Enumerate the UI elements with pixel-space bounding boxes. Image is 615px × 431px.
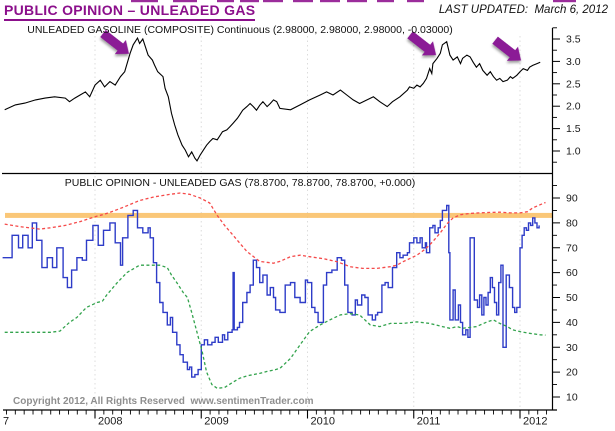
x-axis-tick-label: 2010 — [311, 416, 335, 428]
top-crop-mark — [347, 0, 367, 3]
x-axis-tick-label: 2011 — [417, 416, 441, 428]
lower-band-line — [4, 264, 546, 389]
y-axis-tick-label: 1.5 — [566, 123, 581, 135]
arrow-glyph — [407, 31, 437, 56]
arrow-glyph — [492, 36, 522, 61]
top-crop-mark — [407, 0, 424, 3]
arrow-glyph — [100, 29, 129, 55]
y-axis-tick-label: 1.0 — [566, 146, 581, 158]
x-axis-tick-label: 2008 — [98, 416, 122, 428]
y-axis-tick-label: 30 — [566, 342, 578, 354]
top-crop-mark — [553, 0, 576, 3]
y-axis-tick-label: 20 — [566, 367, 578, 379]
y-axis-tick-label: 40 — [566, 317, 578, 329]
top-crop-mark — [320, 0, 340, 3]
top-crop-mark — [240, 0, 259, 3]
x-axis-tick-label: 2009 — [204, 416, 228, 428]
y-axis-tick-label: 80 — [566, 217, 578, 229]
top-crop-mark — [217, 0, 234, 3]
y-axis-tick-label: 3.0 — [566, 56, 581, 68]
x-axis-tick-label: 2012 — [523, 416, 547, 428]
page-title: PUBLIC OPINION – UNLEADED GAS — [4, 2, 256, 21]
threshold-band — [5, 212, 552, 218]
y-axis-tick-label: 3.5 — [566, 34, 581, 46]
top-crop-mark — [293, 0, 313, 3]
top-crop-mark — [131, 0, 158, 3]
top-crop-mark — [263, 0, 283, 3]
annotation-arrow — [407, 31, 437, 56]
annotation-arrow — [100, 29, 129, 55]
y-axis-tick-label: 2.0 — [566, 101, 581, 113]
y-axis-tick-label: 90 — [566, 193, 578, 205]
upper-band-line — [4, 192, 546, 270]
bottom-panel-title: PUBLIC OPINION - UNLEADED GAS (78.8700, … — [64, 177, 416, 189]
x-axis-tick-label: 7 — [3, 416, 9, 428]
last-updated-label: LAST UPDATED: March 6, 2012 — [438, 4, 608, 16]
price-line — [4, 36, 541, 162]
y-axis-tick-label: 70 — [566, 242, 578, 254]
top-panel-title: UNLEADED GASOLINE (COMPOSITE) Continuous… — [27, 24, 453, 36]
y-axis-tick-label: 50 — [566, 292, 578, 304]
annotation-arrow — [492, 36, 522, 61]
y-axis-tick-label: 2.5 — [566, 78, 581, 90]
y-axis-tick-label: 60 — [566, 267, 578, 279]
opinion-line — [2, 204, 540, 378]
copyright-text: Copyright 2012, All Rights Reserved www.… — [13, 396, 314, 407]
top-crop-mark — [377, 0, 394, 3]
top-crop-mark — [173, 0, 197, 3]
y-axis-tick-label: 10 — [566, 392, 578, 404]
